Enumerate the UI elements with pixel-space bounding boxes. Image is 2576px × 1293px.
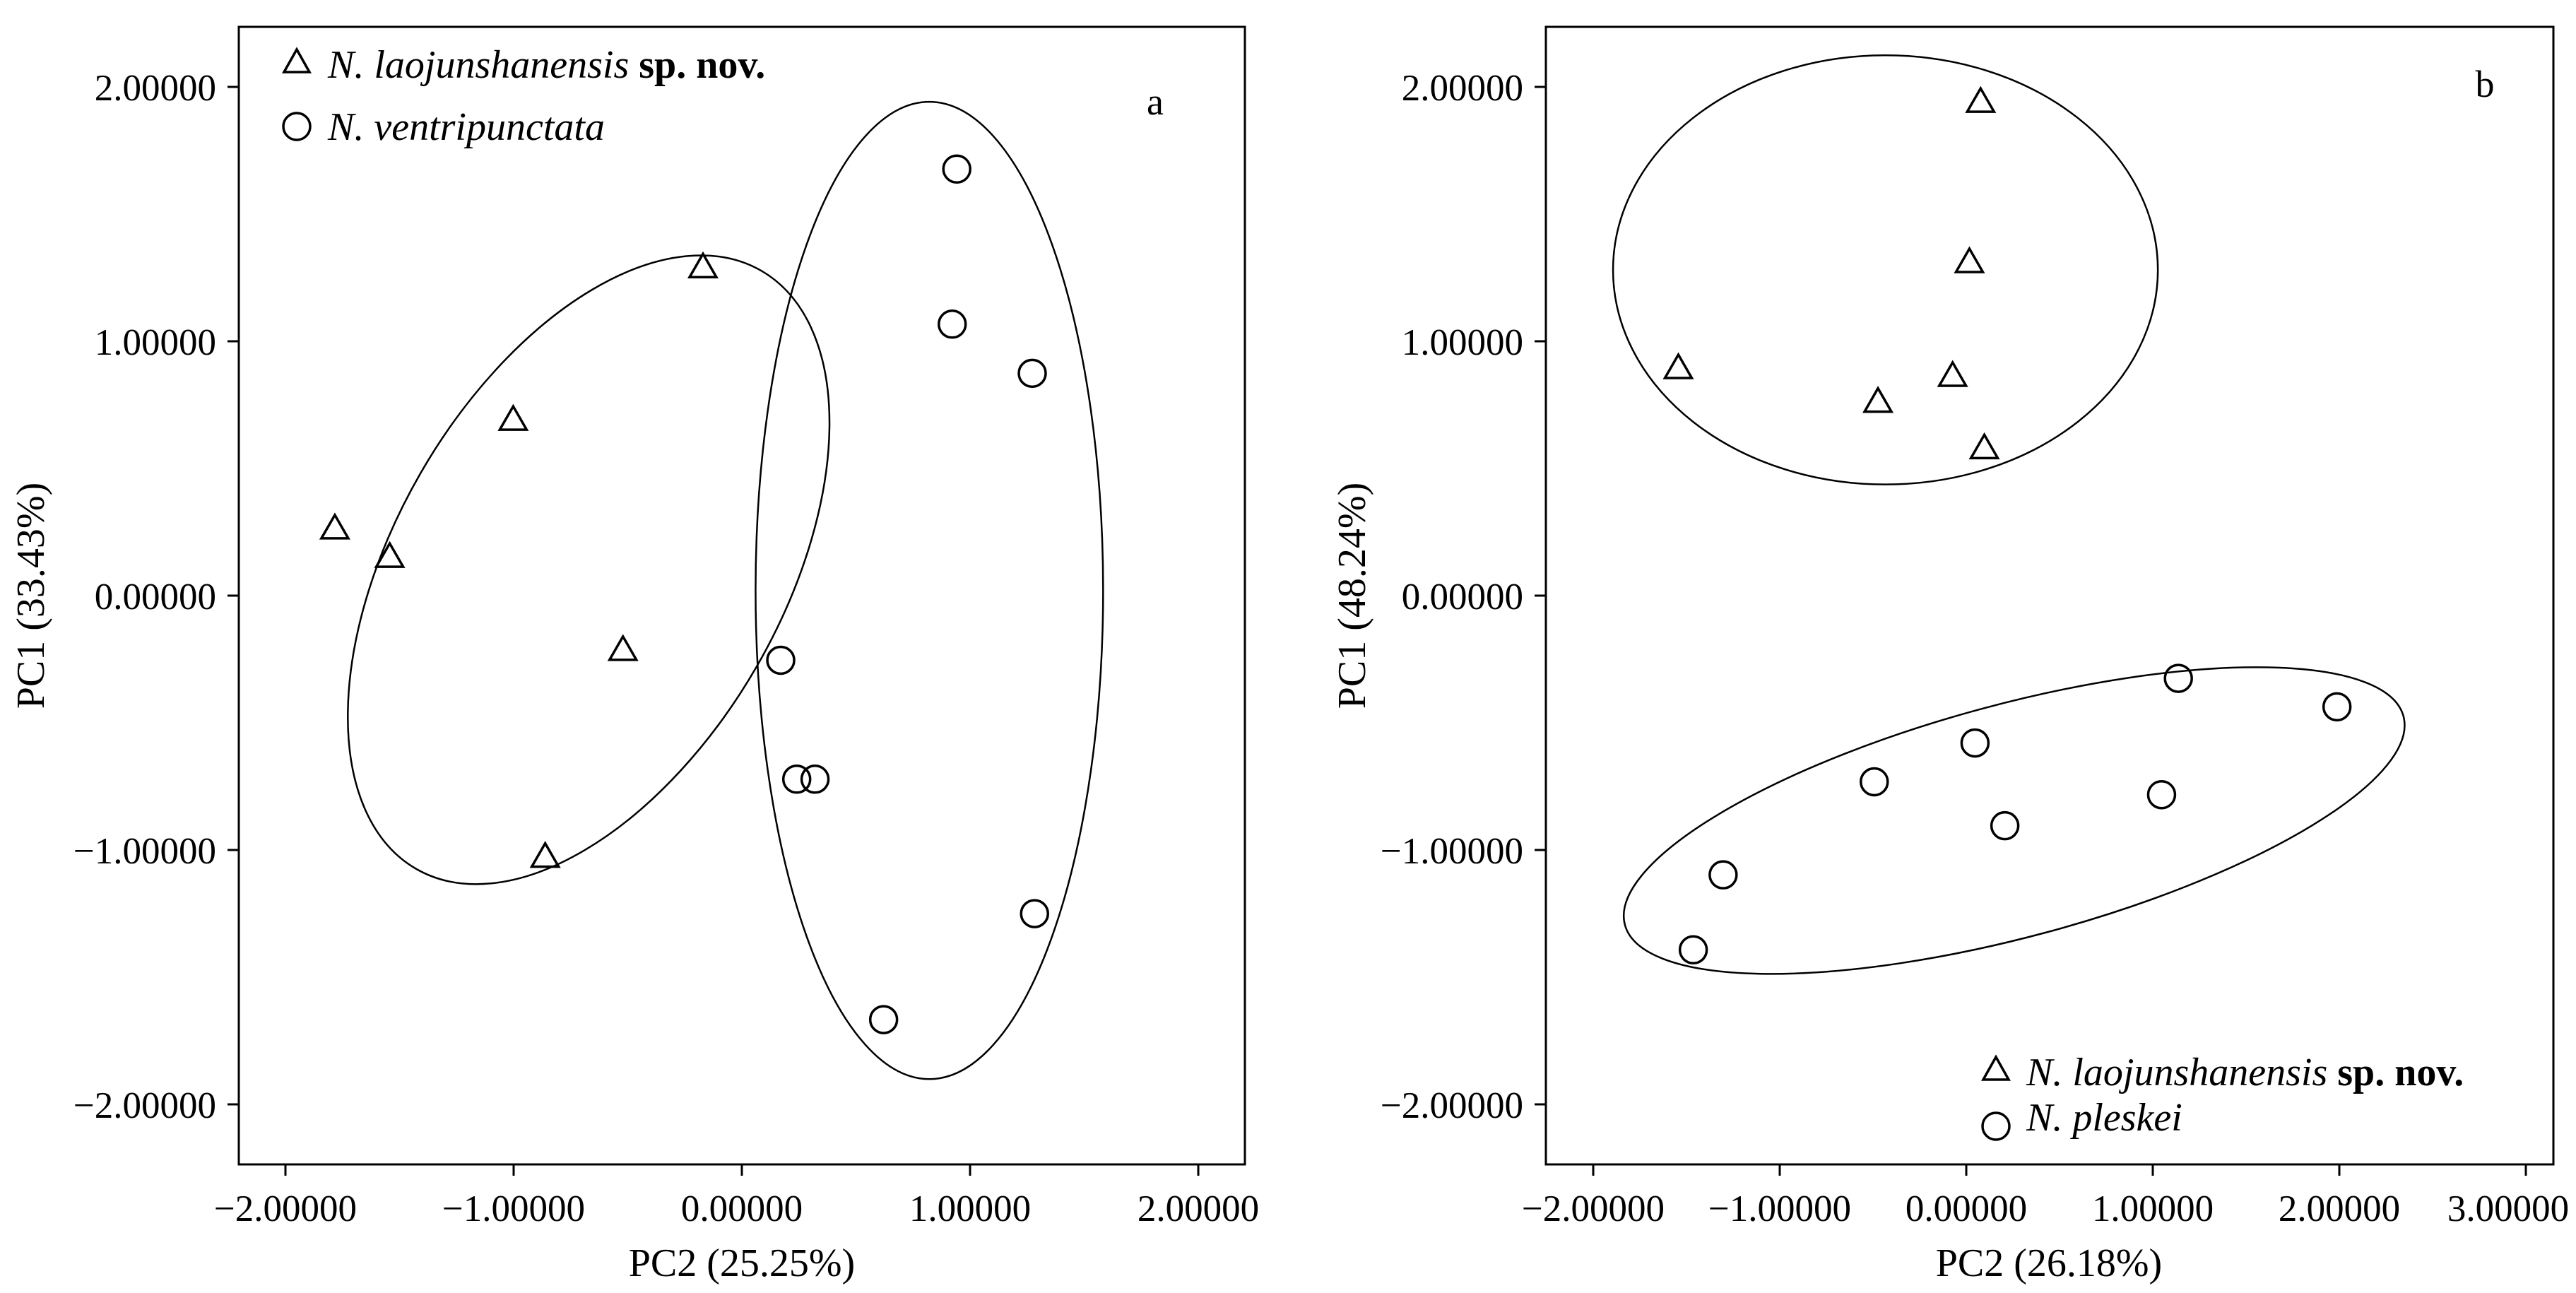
- legend-label-suffix: sp. nov.: [2337, 1051, 2464, 1094]
- circle-point: [1020, 899, 1050, 928]
- legend-label: N. ventripunctata: [327, 105, 605, 149]
- legend-triangle-icon: [282, 47, 312, 73]
- circle-point: [937, 309, 967, 339]
- legend-label-species: N. laojunshanensis: [2026, 1051, 2327, 1094]
- triangle-point: [319, 512, 350, 540]
- circle-point: [781, 764, 812, 794]
- legend-label: N. laojunshanensis sp. nov.: [327, 43, 765, 87]
- confidence-ellipse: [1622, 666, 2406, 975]
- y-tick-labels: −2.00000 −1.00000 0.00000 1.00000 2.0000…: [73, 68, 216, 1126]
- x-tick-label: 1.00000: [2092, 1188, 2214, 1229]
- y-axis-title: PC1 (48.24%): [1330, 483, 1374, 709]
- triangle-point: [529, 841, 561, 868]
- plot-frame: [1544, 25, 2555, 1166]
- circle-point: [1860, 767, 1889, 797]
- x-tick-label: −2.00000: [1522, 1188, 1665, 1229]
- legend-item-ventripunctata: N. ventripunctata: [282, 105, 605, 149]
- y-axis-ticks: [228, 85, 239, 1106]
- panel-b: b −2.00000 −1.00000 0.00000 1.00000 2.00…: [1330, 25, 2569, 1285]
- x-tick-label: 0.00000: [681, 1188, 803, 1229]
- x-axis-title: PC2 (26.18%): [1936, 1241, 2162, 1285]
- x-tick-label: −1.00000: [442, 1188, 585, 1229]
- circle-point: [868, 1005, 899, 1034]
- x-tick-label: 1.00000: [909, 1188, 1031, 1229]
- x-tick-labels: −2.00000 −1.00000 0.00000 1.00000 2.0000…: [1522, 1188, 2569, 1229]
- legend-label-suffix: sp. nov.: [639, 43, 765, 87]
- triangle-point: [1965, 85, 1997, 113]
- y-tick-label: 2.00000: [95, 68, 216, 109]
- legend-label-species: N. ventripunctata: [327, 105, 605, 149]
- circle-point: [766, 645, 796, 675]
- triangle-point: [1862, 386, 1894, 413]
- y-tick-label: −2.00000: [73, 1085, 216, 1126]
- y-tick-label: −2.00000: [1381, 1085, 1523, 1126]
- x-tick-label: −2.00000: [214, 1188, 357, 1229]
- legend-triangle-icon: [1981, 1054, 2011, 1081]
- triangle-point: [607, 634, 639, 661]
- circle-point: [1678, 935, 1708, 965]
- circle-point: [942, 154, 971, 184]
- legend-circle-icon: [1981, 1111, 2011, 1141]
- legend-label-species: N. pleskei: [2026, 1096, 2182, 1140]
- x-tick-labels: −2.00000 −1.00000 0.00000 1.00000 2.0000…: [214, 1188, 1259, 1229]
- x-tick-label: −1.00000: [1708, 1188, 1851, 1229]
- triangle-point: [1954, 246, 1985, 273]
- x-axis-ticks: [1592, 1164, 2527, 1176]
- legend-label-species: N. laojunshanensis: [327, 43, 629, 87]
- circle-point: [1960, 728, 1990, 758]
- y-tick-label: −1.00000: [1381, 831, 1523, 872]
- legend-label: N. pleskei: [2026, 1096, 2182, 1140]
- confidence-ellipse: [1612, 54, 2159, 485]
- circle-point: [1017, 358, 1047, 389]
- x-tick-label: 0.00000: [1906, 1188, 2027, 1229]
- legend-label: N. laojunshanensis sp. nov.: [2026, 1051, 2464, 1094]
- panel-label: a: [1147, 81, 1164, 123]
- triangle-point: [1662, 352, 1694, 379]
- x-tick-label: 2.00000: [2279, 1188, 2400, 1229]
- triangle-point: [1968, 432, 2000, 460]
- y-tick-label: 1.00000: [95, 322, 216, 363]
- y-axis-ticks: [1535, 85, 1546, 1106]
- triangle-point: [374, 541, 406, 568]
- triangle-point: [687, 251, 719, 279]
- x-tick-label: 3.00000: [2447, 1188, 2569, 1229]
- legend-item-pleskei: N. pleskei: [1981, 1096, 2182, 1141]
- y-tick-label: 0.00000: [95, 577, 216, 618]
- circle-point: [2146, 780, 2177, 810]
- y-tick-label: 1.00000: [1402, 322, 1523, 363]
- legend-item-laojunshanensis: N. laojunshanensis sp. nov.: [282, 43, 765, 87]
- circle-point: [1990, 810, 2020, 841]
- confidence-ellipse: [347, 254, 831, 885]
- y-tick-label: 2.00000: [1402, 68, 1523, 109]
- circle-point: [2163, 663, 2193, 693]
- plot-marks: [319, 100, 1104, 1080]
- legend-item-laojunshanensis: N. laojunshanensis sp. nov.: [1981, 1051, 2464, 1094]
- x-axis-title: PC2 (25.25%): [629, 1241, 855, 1285]
- x-tick-label: 2.00000: [1138, 1188, 1259, 1229]
- plot-marks: [1612, 54, 2406, 975]
- confidence-ellipse: [755, 100, 1104, 1080]
- legend: N. laojunshanensis sp. nov. N. ventripun…: [282, 43, 765, 149]
- y-tick-label: 0.00000: [1402, 577, 1523, 618]
- circle-point: [800, 764, 830, 794]
- legend-circle-icon: [282, 112, 312, 141]
- plot-frame: [237, 25, 1246, 1166]
- y-tick-labels: −2.00000 −1.00000 0.00000 1.00000 2.0000…: [1381, 68, 1523, 1126]
- y-axis-title: PC1 (33.43%): [9, 483, 53, 709]
- triangle-point: [1937, 360, 1968, 387]
- circle-point: [1708, 860, 1738, 890]
- y-tick-label: −1.00000: [73, 831, 216, 872]
- panel-label: b: [2476, 63, 2495, 105]
- triangle-point: [497, 403, 529, 431]
- circle-point: [2322, 692, 2352, 722]
- panel-a: a −2.00000 −1.00000 0.00000 1.00000 2.00…: [9, 25, 1259, 1285]
- x-axis-ticks: [284, 1164, 1200, 1176]
- legend: N. laojunshanensis sp. nov. N. pleskei: [1981, 1051, 2464, 1141]
